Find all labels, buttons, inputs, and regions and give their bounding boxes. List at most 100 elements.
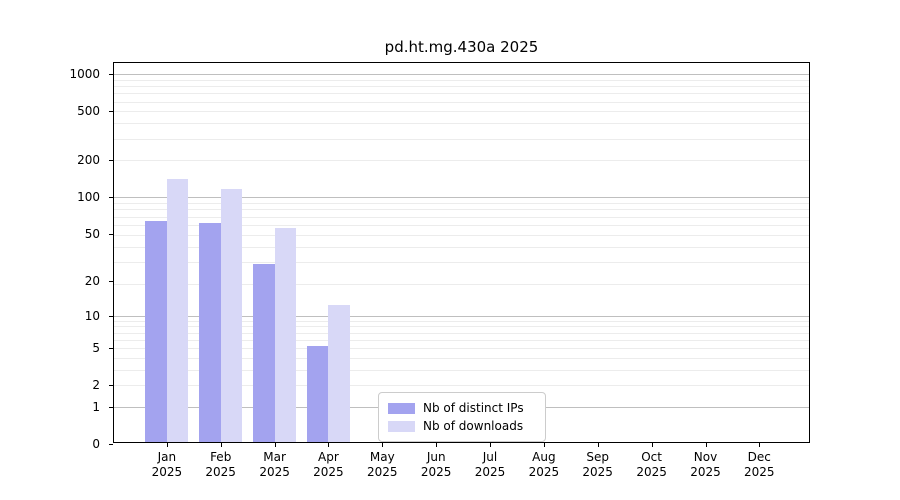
minor-gridline xyxy=(114,385,809,387)
y-tick-label: 200 xyxy=(77,153,100,167)
x-tick-label-aug: Aug 2025 xyxy=(512,450,576,480)
legend-swatch-downloads xyxy=(388,420,415,432)
y-tick-mark xyxy=(109,233,113,235)
x-tick-label-jan: Jan 2025 xyxy=(135,450,199,480)
legend-label-distinct-ips: Nb of distinct IPs xyxy=(423,401,524,415)
y-tick-mark xyxy=(109,406,113,408)
minor-gridline xyxy=(114,283,809,285)
y-tick-label: 2 xyxy=(92,378,100,393)
x-tick-mark xyxy=(436,443,438,447)
y-tick-mark xyxy=(109,111,113,113)
y-tick-label: 5 xyxy=(92,341,100,356)
plot-area: Nb of distinct IPs Nb of downloads 0 1 2 5 1… xyxy=(69,62,810,479)
x-tick-year: 2025 xyxy=(151,465,183,479)
legend-swatch-distinct-ips xyxy=(388,402,415,414)
x-tick-year: 2025 xyxy=(313,465,344,479)
minor-gridline xyxy=(114,216,809,218)
y-tick-mark xyxy=(109,385,113,387)
minor-gridline xyxy=(114,93,809,95)
major-gridline-10 xyxy=(114,315,809,317)
x-tick-mark xyxy=(490,443,491,447)
minor-gridline xyxy=(114,320,809,322)
major-gridline-100 xyxy=(114,196,809,198)
y-tick-label: 100 xyxy=(77,189,100,204)
x-tick-mark xyxy=(220,443,222,447)
bar-downloads-jan xyxy=(166,178,189,442)
legend-item-distinct-ips: Nb of distinct IPs xyxy=(388,399,536,417)
x-tick-mark xyxy=(651,443,653,447)
minor-gridline xyxy=(114,111,809,113)
legend-item-downloads: Nb of downloads xyxy=(388,417,536,435)
minor-gridline xyxy=(114,348,809,350)
y-tick-mark xyxy=(109,348,113,350)
bar-downloads-feb xyxy=(220,188,243,442)
minor-gridline xyxy=(114,246,809,248)
x-tick-mark xyxy=(759,443,761,447)
y-tick-mark xyxy=(109,196,113,198)
minor-gridline xyxy=(114,101,809,103)
bar-downloads-mar xyxy=(274,228,297,442)
y-tick-mark xyxy=(109,281,113,282)
minor-gridline xyxy=(114,339,809,341)
y-tick-label: 1000 xyxy=(69,67,100,81)
x-tick-label-jun: Jun 2025 xyxy=(404,450,468,480)
bar-distinct-ips-jan xyxy=(145,221,167,442)
minor-gridline xyxy=(114,369,809,371)
minor-gridline xyxy=(114,261,809,263)
x-tick-mark xyxy=(328,443,330,447)
x-tick-mark xyxy=(274,443,276,447)
y-tick-mark xyxy=(109,74,113,75)
y-tick-label: 0 xyxy=(92,437,100,451)
x-tick-mark xyxy=(382,443,384,447)
major-gridline-1000 xyxy=(114,74,809,75)
x-tick-year: 2025 xyxy=(744,465,775,479)
y-tick-mark xyxy=(109,444,113,445)
x-tick-label-oct: Oct 2025 xyxy=(620,450,684,480)
legend-label-downloads: Nb of downloads xyxy=(423,419,524,433)
x-tick-mark xyxy=(597,443,599,447)
x-tick-year: 2025 xyxy=(205,465,236,479)
x-tick-label-mar: Mar 2025 xyxy=(243,450,307,480)
y-tick-label: 1 xyxy=(92,399,100,414)
x-tick-year: 2025 xyxy=(528,465,560,479)
x-tick-year: 2025 xyxy=(367,465,398,479)
x-tick-year: 2025 xyxy=(420,465,452,479)
y-tick-label: 500 xyxy=(77,104,100,119)
minor-gridline xyxy=(114,357,809,359)
bar-distinct-ips-feb xyxy=(199,222,221,442)
chart-title: pd.ht.mg.430a 2025 xyxy=(384,38,539,56)
x-tick-label-may: May 2025 xyxy=(350,450,414,480)
x-tick-year: 2025 xyxy=(582,465,613,479)
minor-gridline xyxy=(114,332,809,334)
minor-gridline xyxy=(114,86,809,87)
x-tick-label-dec: Dec 2025 xyxy=(727,450,791,480)
y-tick-mark xyxy=(109,315,113,317)
y-tick-label: 20 xyxy=(84,274,100,288)
minor-gridline xyxy=(114,326,809,328)
bar-distinct-ips-apr xyxy=(306,346,329,442)
minor-gridline xyxy=(114,160,809,162)
x-tick-year: 2025 xyxy=(636,465,667,479)
minor-gridline xyxy=(114,224,809,226)
x-tick-mark xyxy=(705,443,707,447)
bar-downloads-apr xyxy=(328,304,350,442)
y-tick-mark xyxy=(109,160,113,161)
x-tick-year: 2025 xyxy=(474,465,506,479)
minor-gridline xyxy=(114,209,809,211)
x-tick-label-nov: Nov 2025 xyxy=(674,450,738,480)
x-tick-label-jul: Jul 2025 xyxy=(458,450,522,480)
x-tick-year: 2025 xyxy=(690,465,721,479)
minor-gridline xyxy=(114,138,809,140)
x-tick-label-apr: Apr 2025 xyxy=(296,450,360,480)
legend: Nb of distinct IPs Nb of downloads xyxy=(378,392,546,442)
minor-gridline xyxy=(114,203,809,204)
y-tick-label: 10 xyxy=(84,308,100,323)
x-tick-year: 2025 xyxy=(259,465,290,479)
x-tick-mark xyxy=(166,443,168,447)
minor-gridline xyxy=(114,79,809,81)
x-tick-mark xyxy=(543,443,545,447)
bar-distinct-ips-mar xyxy=(253,263,275,442)
minor-gridline xyxy=(114,234,809,236)
x-tick-label-sep: Sep 2025 xyxy=(566,450,630,480)
